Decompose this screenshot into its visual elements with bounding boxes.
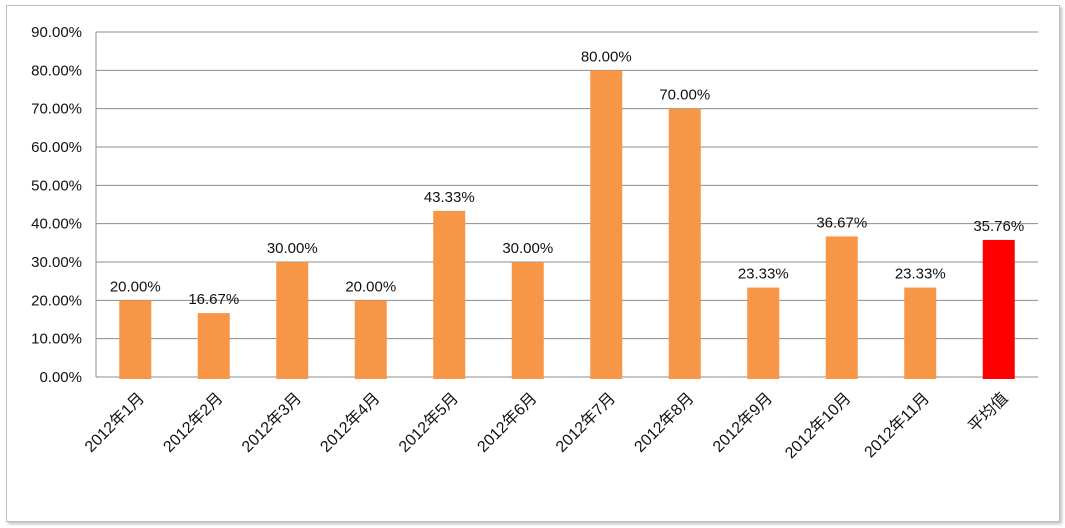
- y-tick-label: 0.00%: [39, 369, 82, 386]
- data-label: 23.33%: [738, 266, 789, 283]
- bar: [825, 236, 858, 379]
- data-label: 30.00%: [267, 240, 318, 257]
- x-tick-label: 2012年7月: [552, 389, 619, 456]
- y-tick-label: 40.00%: [31, 216, 82, 233]
- data-label: 20.00%: [110, 278, 161, 295]
- bar: [590, 70, 623, 379]
- bars: [119, 70, 1015, 380]
- data-label: 16.67%: [188, 291, 239, 308]
- data-label: 23.33%: [895, 266, 946, 283]
- x-tick-label: 平均值: [965, 389, 1012, 436]
- y-tick-label: 10.00%: [31, 331, 82, 348]
- data-label: 30.00%: [502, 240, 553, 257]
- data-label: 20.00%: [345, 278, 396, 295]
- data-label: 43.33%: [424, 189, 475, 206]
- x-tick-label: 2012年3月: [238, 389, 305, 456]
- y-tick-label: 70.00%: [31, 101, 82, 118]
- x-tick-label: 2012年6月: [474, 389, 541, 456]
- y-tick-label: 30.00%: [31, 254, 82, 271]
- y-tick-label: 60.00%: [31, 139, 82, 156]
- x-axis-ticks: 2012年1月 2012年2月 2012年3月 2012年4月 2012年5月 2012年…: [81, 389, 1011, 462]
- y-tick-label: 50.00%: [31, 177, 82, 194]
- bar: [982, 239, 1015, 379]
- data-label: 35.76%: [973, 218, 1024, 235]
- y-tick-label: 20.00%: [31, 292, 82, 309]
- bar: [276, 262, 309, 379]
- bar: [354, 300, 387, 379]
- x-tick-label: 2012年11月: [861, 389, 933, 461]
- data-labels: 20.00% 16.67% 30.00% 20.00% 43.33% 30.00% 80.0…: [110, 48, 1024, 308]
- data-label: 80.00%: [581, 48, 632, 65]
- bar: [511, 262, 544, 379]
- data-label: 36.67%: [816, 214, 867, 231]
- bar: [904, 287, 937, 379]
- x-tick-label: 2012年1月: [81, 389, 148, 456]
- x-tick-label: 2012年4月: [317, 389, 384, 456]
- y-tick-label: 80.00%: [31, 62, 82, 79]
- x-tick-label: 2012年5月: [395, 389, 462, 456]
- bar: [119, 300, 152, 379]
- x-tick-label: 2012年9月: [709, 389, 776, 456]
- x-tick-label: 2012年2月: [160, 389, 227, 456]
- data-label: 70.00%: [659, 87, 710, 104]
- gridlines: [95, 31, 1038, 378]
- bar: [747, 287, 780, 379]
- x-tick-label: 2012年8月: [631, 389, 698, 456]
- x-tick-label: 2012年10月: [781, 389, 854, 462]
- y-tick-label: 90.00%: [31, 24, 82, 41]
- bar: [197, 313, 230, 379]
- y-axis-ticks: 0.00% 10.00% 20.00% 30.00% 40.00% 50.00% 60.00…: [31, 24, 82, 386]
- bar: [433, 210, 466, 379]
- bar: [668, 108, 701, 380]
